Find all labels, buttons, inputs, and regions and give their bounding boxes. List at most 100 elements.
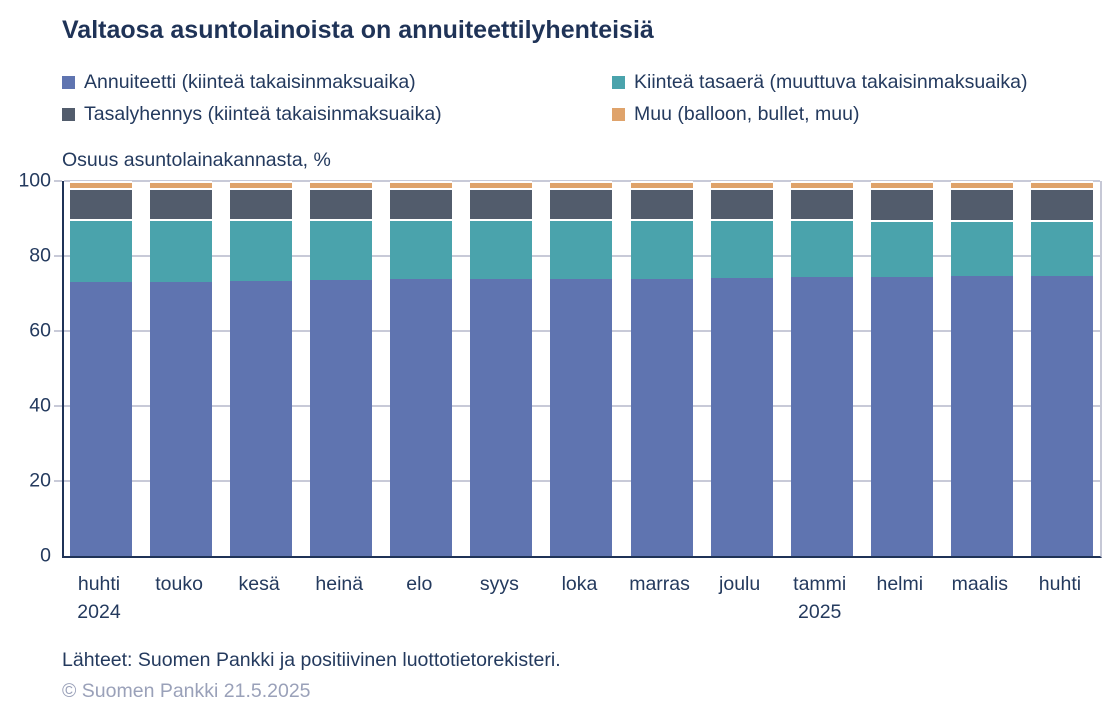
bar-segment-4	[790, 181, 853, 188]
y-tick-label-40: 40	[29, 394, 51, 417]
bar-segment-1	[310, 280, 373, 556]
bar-segment-2	[390, 218, 453, 280]
x-tick-label-11: helmi	[876, 573, 924, 595]
bar-joulu-9	[710, 181, 773, 556]
bar-segment-2	[470, 218, 533, 280]
y-tickmark-right	[1093, 480, 1100, 482]
legend-label: Tasalyhennys (kiinteä takaisinmaksuaika)	[84, 103, 442, 125]
bar-segment-3	[870, 187, 933, 220]
bar-segment-2	[710, 219, 773, 278]
x-tick-label-7: loka	[561, 573, 598, 595]
bar-segment-3	[310, 187, 373, 219]
x-tick-label-5: elo	[406, 573, 433, 595]
legend-swatch-icon	[62, 76, 75, 89]
x-axis-year-labels: 2024 2025	[62, 600, 1098, 624]
bar-segment-4	[70, 181, 132, 188]
x-tick-label-4: heinä	[315, 573, 364, 595]
y-tickmark-right	[1093, 180, 1100, 182]
x-tick-label-3: kesä	[238, 573, 280, 595]
bar-segment-3	[550, 187, 613, 219]
legend-item-2: Kiinteä tasaerä (muuttuva takaisinmaksua…	[612, 70, 1100, 94]
year-label-slot-3	[228, 600, 290, 624]
bar-elo-5	[390, 181, 453, 556]
x-tick-label-12: maalis	[951, 573, 1009, 595]
bar-huhti-1	[70, 181, 132, 556]
legend-label: Muu (balloon, bullet, muu)	[634, 103, 860, 125]
legend-label: Kiinteä tasaerä (muuttuva takaisinmaksua…	[634, 71, 1028, 93]
bar-segment-1	[710, 277, 773, 556]
year-label-slot-7	[548, 600, 610, 624]
y-tickmark-left	[54, 255, 62, 257]
bar-segment-4	[470, 181, 533, 188]
bar-segment-4	[710, 181, 773, 188]
bar-kesä-3	[230, 181, 293, 556]
bar-segment-1	[70, 282, 132, 556]
bar-segment-1	[470, 279, 533, 556]
y-tickmark-left	[54, 180, 62, 182]
bar-segment-1	[950, 276, 1013, 556]
legend-item-4: Muu (balloon, bullet, muu)	[612, 102, 1100, 126]
x-tick-label-8: marras	[629, 573, 690, 595]
page-title: Valtaosa asuntolainoista on annuiteettil…	[62, 16, 654, 44]
bar-segment-3	[790, 187, 853, 220]
legend-swatch-icon	[62, 108, 75, 121]
chart-legend: Annuiteetti (kiinteä takaisinmaksuaika) K…	[62, 70, 1100, 126]
plot-area: 0 20 40 60 80 100	[18, 170, 1102, 567]
x-axis-labels: huhti touko kesä heinä elo syys loka marras joul…	[62, 572, 1098, 596]
x-tick-label-2: touko	[155, 573, 203, 595]
bar-segment-4	[550, 181, 613, 188]
year-label-slot-4	[308, 600, 370, 624]
bar-segment-2	[550, 218, 613, 279]
bar-segment-2	[70, 218, 132, 283]
legend-item-3: Tasalyhennys (kiinteä takaisinmaksuaika)	[62, 102, 612, 126]
bar-segment-3	[950, 187, 1013, 220]
bar-segment-4	[390, 181, 453, 188]
bar-segment-2	[630, 218, 693, 279]
y-tick-label-80: 80	[29, 244, 51, 267]
year-label-slot-9	[709, 600, 771, 624]
bar-maalis-12	[950, 181, 1013, 556]
y-tickmark-right	[1093, 255, 1100, 257]
bar-segment-2	[310, 218, 373, 280]
bar-segment-3	[390, 187, 453, 219]
legend-item-1: Annuiteetti (kiinteä takaisinmaksuaika)	[62, 70, 612, 94]
year-label-slot-2	[148, 600, 210, 624]
y-tick-label-60: 60	[29, 319, 51, 342]
chart-footer: Lähteet: Suomen Pankki ja positiivinen l…	[62, 648, 1100, 703]
copyright-text: © Suomen Pankki 21.5.2025	[62, 680, 311, 702]
bar-segment-1	[150, 281, 213, 556]
bar-segment-4	[630, 181, 693, 188]
x-tick-label-9: joulu	[719, 573, 761, 595]
bar-segment-2	[950, 219, 1013, 277]
legend-swatch-icon	[612, 108, 625, 121]
y-tick-label-100: 100	[18, 169, 51, 192]
year-label-slot-11	[869, 600, 931, 624]
x-tick-label-1: huhti	[77, 573, 121, 595]
bar-segment-3	[630, 187, 693, 219]
bar-heinä-4	[310, 181, 373, 556]
x-tick-label-10: tammi	[793, 573, 847, 595]
bar-segment-4	[1030, 181, 1093, 188]
bar-huhti-13	[1030, 181, 1093, 556]
bar-segment-2	[150, 218, 213, 282]
bar-segment-1	[230, 281, 293, 556]
bar-touko-2	[150, 181, 213, 556]
bar-segment-4	[230, 181, 293, 188]
bar-segment-3	[470, 187, 533, 219]
year-label-2025: 2025	[798, 601, 842, 623]
y-tickmark-right	[1093, 405, 1100, 407]
bar-marras-8	[630, 181, 693, 556]
y-axis-title: Osuus asuntolainakannasta, %	[62, 149, 331, 171]
bar-syys-6	[470, 181, 533, 556]
y-tick-label-20: 20	[29, 469, 51, 492]
y-tickmark-right	[1093, 330, 1100, 332]
bar-segment-2	[230, 218, 293, 282]
x-tick-label-6: syys	[479, 573, 519, 595]
year-label-slot-13	[1029, 600, 1091, 624]
bar-segment-3	[230, 187, 293, 219]
bar-segment-4	[150, 181, 213, 188]
legend-label: Annuiteetti (kiinteä takaisinmaksuaika)	[84, 71, 416, 93]
bar-segment-1	[550, 278, 613, 556]
bar-segment-2	[870, 219, 933, 277]
bar-helmi-11	[870, 181, 933, 556]
